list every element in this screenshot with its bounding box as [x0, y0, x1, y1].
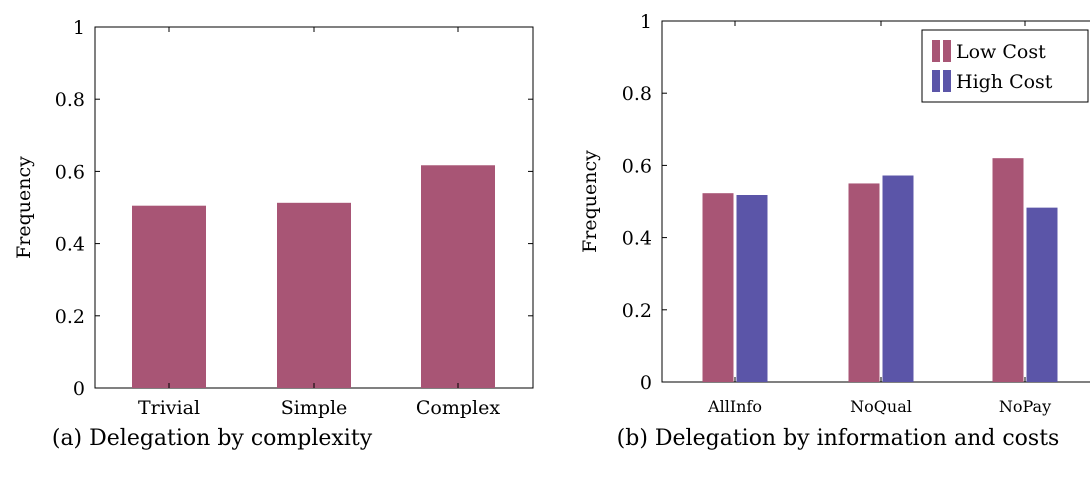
chart-a-caption: (a) Delegation by complexity	[52, 426, 373, 451]
bar-trivial	[132, 205, 206, 388]
bar-noqual-low-cost	[848, 183, 880, 382]
chart-b-y-ticks: 0 0.2 0.4 0.6 0.8 1	[622, 11, 667, 394]
legend-label: High Cost	[956, 71, 1053, 93]
chart-a-y-axis-label: Frequency	[13, 156, 35, 259]
x-tick-label: AllInfo	[707, 397, 762, 416]
chart-b-bars	[702, 158, 1058, 382]
y-tick-label: 0.6	[622, 155, 652, 177]
chart-b-plot-frame	[661, 20, 1090, 383]
y-tick-label: 1	[73, 17, 85, 39]
chart-a-x-tick-labels: Trivial Simple Complex	[138, 27, 500, 419]
bar-complex	[421, 165, 495, 388]
chart-b-legend: Low Cost High Cost	[921, 29, 1089, 103]
y-tick-label: 0.6	[55, 161, 85, 183]
legend-label: Low Cost	[956, 41, 1046, 63]
legend-swatch-high-cost	[932, 70, 951, 92]
bar-simple	[277, 202, 351, 388]
bar-allinfo-high-cost	[736, 195, 768, 382]
y-tick-label: 0.8	[622, 83, 652, 105]
y-tick-label: 0.2	[622, 300, 652, 322]
bar-noqual-high-cost	[882, 175, 914, 382]
bar-allinfo-low-cost	[702, 193, 734, 382]
y-tick-label: 0.4	[622, 228, 652, 250]
y-tick-label: 0.8	[55, 89, 85, 111]
chart-b-y-axis-label: Frequency	[579, 150, 601, 253]
chart-a-bars	[132, 165, 495, 388]
x-tick-label: Trivial	[138, 397, 200, 419]
y-tick-label: 0.2	[55, 306, 85, 328]
x-tick-label: NoPay	[999, 397, 1051, 416]
y-tick-label: 0.4	[55, 234, 85, 256]
x-tick-label: NoQual	[850, 397, 912, 416]
legend-swatch-low-cost	[932, 40, 951, 62]
y-tick-label: 0	[640, 372, 652, 394]
x-tick-label: Simple	[281, 397, 348, 419]
chart-b-caption: (b) Delegation by information and costs	[617, 426, 1060, 451]
y-tick-label: 1	[640, 11, 652, 33]
bar-nopay-low-cost	[992, 158, 1024, 382]
x-tick-label: Complex	[416, 397, 500, 419]
chart-a-y-ticks: 0 0.2 0.4 0.6 0.8 1	[55, 17, 533, 400]
y-tick-label: 0	[73, 378, 85, 400]
chart-b-x-tick-labels: AllInfo NoQual NoPay	[707, 21, 1051, 416]
chart-b: 0 0.2 0.4 0.6 0.8 1 AllInfo NoQual NoPay Low Co…	[579, 11, 1090, 451]
chart-a: 0 0.2 0.4 0.6 0.8 1 Trivial Simple Complex Freq…	[13, 17, 534, 451]
bar-nopay-high-cost	[1026, 207, 1058, 382]
